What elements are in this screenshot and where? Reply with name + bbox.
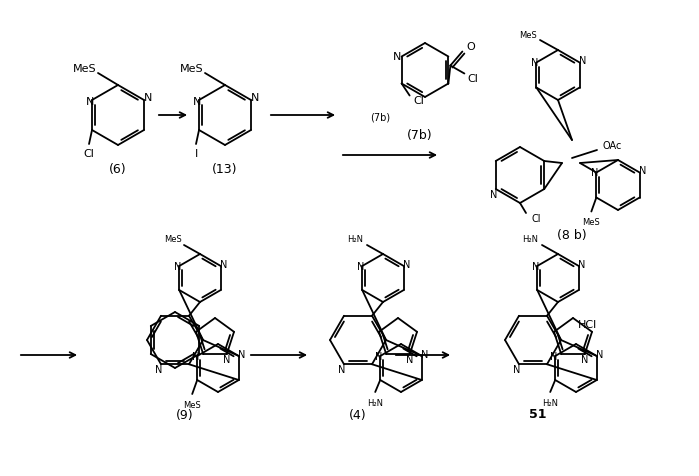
Text: H₂N: H₂N — [347, 236, 363, 245]
Text: Cl: Cl — [413, 97, 424, 107]
Text: N: N — [144, 93, 152, 103]
Text: (8 b): (8 b) — [557, 228, 587, 241]
Text: N: N — [223, 355, 231, 365]
Text: H₂N: H₂N — [542, 398, 559, 407]
Text: N: N — [173, 262, 181, 272]
Text: N: N — [579, 56, 586, 66]
Text: MeS: MeS — [180, 64, 204, 74]
Text: N: N — [193, 97, 201, 107]
Text: I: I — [194, 149, 198, 159]
Text: N: N — [531, 262, 539, 272]
Text: (6): (6) — [109, 163, 127, 177]
Text: N: N — [549, 352, 557, 362]
Text: N: N — [596, 350, 603, 360]
Text: N: N — [591, 169, 598, 178]
Text: (7b): (7b) — [408, 129, 433, 141]
Text: Cl: Cl — [531, 214, 541, 224]
Text: Cl: Cl — [84, 149, 94, 159]
Text: N: N — [581, 355, 589, 365]
Text: N: N — [639, 166, 647, 176]
Text: Cl: Cl — [467, 75, 478, 85]
Text: N: N — [251, 93, 259, 103]
Text: N: N — [578, 260, 586, 270]
Text: N: N — [338, 365, 346, 375]
Text: N: N — [155, 365, 163, 375]
Text: N: N — [192, 352, 199, 362]
Text: OAc: OAc — [603, 141, 621, 151]
Text: H₂N: H₂N — [522, 236, 538, 245]
Text: MeS: MeS — [73, 64, 97, 74]
Text: (9): (9) — [176, 408, 194, 422]
Text: N: N — [86, 97, 94, 107]
Text: N: N — [421, 350, 428, 360]
Text: O: O — [466, 42, 475, 52]
Text: 51: 51 — [529, 408, 547, 422]
Text: MeS: MeS — [519, 31, 537, 40]
Text: N: N — [356, 262, 364, 272]
Text: HCl: HCl — [578, 320, 597, 330]
Text: N: N — [220, 260, 227, 270]
Text: N: N — [403, 260, 410, 270]
Text: N: N — [406, 355, 413, 365]
Text: MeS: MeS — [582, 218, 600, 227]
Text: N: N — [531, 59, 538, 69]
Text: N: N — [513, 365, 521, 375]
Text: MeS: MeS — [164, 236, 182, 245]
Text: H₂N: H₂N — [367, 398, 383, 407]
Text: MeS: MeS — [183, 400, 201, 409]
Text: N: N — [490, 190, 498, 200]
Text: N: N — [238, 350, 245, 360]
Text: (4): (4) — [350, 408, 367, 422]
Text: (13): (13) — [212, 163, 238, 177]
Text: (7b): (7b) — [370, 113, 390, 123]
Text: N: N — [392, 51, 401, 61]
Text: N: N — [375, 352, 382, 362]
